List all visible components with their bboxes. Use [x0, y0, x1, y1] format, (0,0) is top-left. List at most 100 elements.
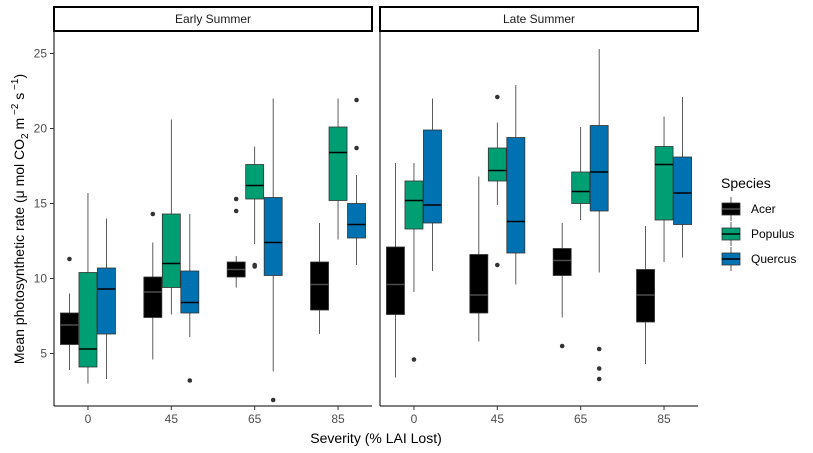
y-axis-title-sup-m: −2 — [10, 103, 21, 118]
box-populus — [404, 163, 424, 362]
outlier-point — [187, 378, 193, 383]
facet-strip — [53, 6, 373, 32]
y-axis-title-unit-m: m — [11, 118, 27, 134]
box-acer — [143, 211, 163, 360]
box-iqr — [60, 312, 79, 345]
panel-early-summer: Early Summer 5 10 15 20 25 0 45 65 85 — [34, 6, 373, 426]
outlier-point — [596, 376, 602, 382]
box-iqr — [571, 171, 591, 204]
outlier-point — [411, 357, 417, 362]
outlier-point — [233, 196, 239, 202]
box-iqr — [487, 147, 507, 182]
outlier-point — [150, 211, 156, 217]
x-axis-title: Severity (% LAI Lost) — [310, 430, 442, 446]
box-quercus — [423, 98, 442, 271]
box-populus — [161, 119, 181, 315]
box-iqr — [386, 246, 405, 315]
box-iqr — [469, 254, 489, 314]
legend-key-populus: Populus — [721, 222, 794, 246]
legend-key-acer: Acer — [721, 197, 776, 221]
box-acer — [310, 223, 329, 334]
outlier-point — [270, 397, 276, 403]
box-quercus — [589, 49, 609, 382]
box-iqr — [97, 267, 116, 335]
x-tick-label: 0 — [85, 412, 92, 426]
box-quercus — [347, 97, 366, 265]
facet-strip-label: Early Summer — [175, 12, 251, 26]
box-iqr — [552, 248, 572, 276]
x-tick-label: 85 — [331, 412, 345, 426]
y-tick-label: 5 — [40, 347, 47, 361]
box-iqr — [589, 125, 609, 212]
box-acer — [226, 196, 246, 288]
box-populus — [571, 127, 591, 220]
box-iqr — [263, 197, 283, 276]
panels-layer: Early Summer 5 10 15 20 25 0 45 65 85 Late Summer 0… — [34, 6, 699, 426]
svg-text:Mean photosynthetic rate (μ mo: Mean photosynthetic rate (μ mol CO2 m −2… — [10, 74, 31, 364]
box-iqr — [78, 272, 98, 368]
box-quercus — [263, 98, 283, 403]
y-axis-title-unit-co: mol CO — [11, 139, 27, 190]
panel-late-summer: Late Summer 0 45 65 85 — [379, 6, 699, 426]
x-tick-label: 45 — [165, 412, 179, 426]
box-quercus — [180, 214, 200, 383]
box-iqr — [245, 164, 265, 200]
legend-label: Acer — [751, 202, 776, 216]
facet-strip-label: Late Summer — [503, 12, 575, 26]
box-iqr — [347, 203, 366, 239]
box-quercus — [506, 85, 526, 285]
x-tick-label: 85 — [657, 412, 671, 426]
box-acer — [386, 163, 405, 378]
x-tick-label: 65 — [248, 412, 262, 426]
y-tick-label: 15 — [34, 197, 48, 211]
box-iqr — [673, 156, 692, 225]
y-axis-title: Mean photosynthetic rate (μ mol CO2 m −2… — [10, 74, 31, 364]
y-axis-title-unit-s: s — [11, 93, 27, 104]
box-iqr — [180, 270, 200, 314]
x-tick-label: 65 — [574, 412, 588, 426]
outlier-point — [596, 346, 602, 352]
y-axis-title-sup-s: −1 — [10, 78, 21, 93]
box-populus — [245, 146, 265, 269]
box-iqr — [506, 137, 526, 254]
outlier-point — [559, 343, 565, 349]
box-populus — [487, 94, 507, 268]
box-iqr — [654, 146, 674, 221]
box-iqr — [143, 276, 163, 318]
y-tick-label: 20 — [34, 122, 48, 136]
y-axis-title-mu: μ — [11, 190, 27, 198]
box-quercus — [673, 97, 692, 258]
outlier-point — [495, 262, 500, 268]
legend-key-quercus: Quercus — [721, 247, 796, 271]
facet-strip — [379, 6, 699, 32]
outlier-point — [252, 262, 257, 268]
box-acer — [60, 256, 79, 370]
x-tick-label: 45 — [491, 412, 505, 426]
outlier-point — [233, 208, 239, 214]
outlier-point — [495, 94, 500, 100]
y-tick-label: 25 — [34, 47, 48, 61]
y-axis-title-suffix: ) — [11, 74, 27, 79]
legend-label: Quercus — [751, 252, 796, 266]
box-iqr — [328, 126, 348, 201]
outlier-point — [354, 145, 359, 151]
box-quercus — [97, 218, 116, 379]
box-acer — [552, 223, 572, 349]
box-iqr — [404, 180, 424, 230]
outlier-point — [596, 366, 602, 371]
x-tick-label: 0 — [411, 412, 418, 426]
outlier-point — [354, 97, 359, 103]
box-acer — [636, 226, 655, 364]
y-axis-title-sub-2: 2 — [20, 133, 31, 139]
y-axis-title-prefix: Mean photosynthetic rate ( — [11, 198, 27, 364]
y-tick-label: 10 — [34, 272, 48, 286]
box-populus — [654, 116, 674, 262]
box-iqr — [423, 129, 442, 224]
box-iqr — [310, 261, 329, 311]
legend-keys: Acer Populus Quercus — [721, 197, 796, 271]
outlier-point — [67, 256, 72, 262]
box-populus — [78, 193, 98, 384]
box-populus — [328, 98, 348, 240]
box-iqr — [161, 213, 181, 288]
